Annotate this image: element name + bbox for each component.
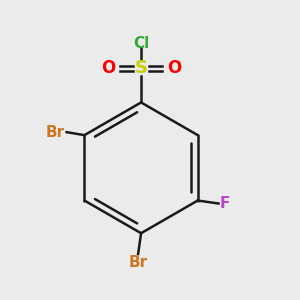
Text: O: O: [167, 59, 181, 77]
Text: S: S: [135, 59, 148, 77]
Text: Br: Br: [128, 255, 148, 270]
Text: O: O: [101, 59, 116, 77]
Text: Cl: Cl: [133, 35, 149, 50]
Text: F: F: [219, 196, 230, 211]
Text: Br: Br: [45, 125, 64, 140]
